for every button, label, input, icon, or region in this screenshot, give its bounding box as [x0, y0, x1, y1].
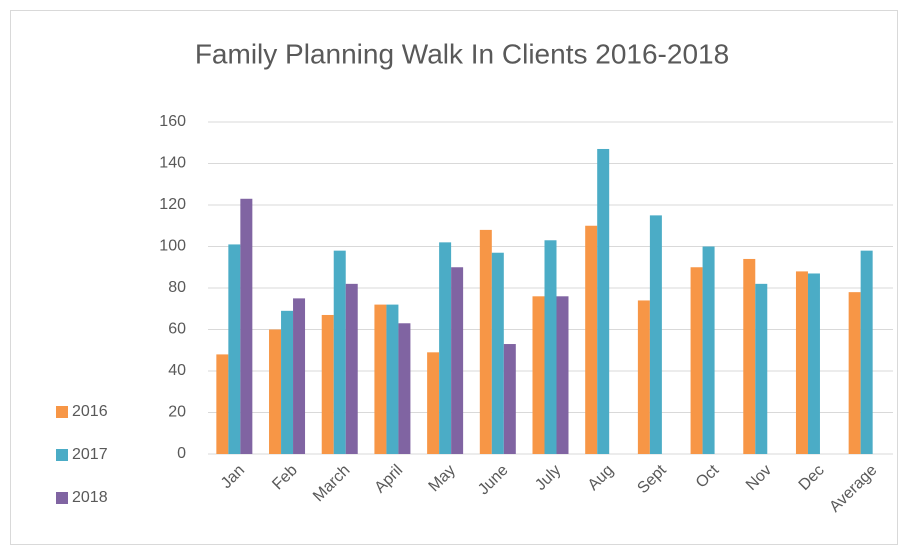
bar — [585, 225, 598, 454]
bar — [860, 250, 873, 454]
bar — [637, 300, 650, 454]
bar — [491, 252, 504, 454]
bar — [755, 283, 768, 454]
y-tick-label: 60 — [168, 321, 186, 338]
chart-title: Family Planning Walk In Clients 2016-201… — [195, 38, 729, 69]
bar — [451, 267, 464, 454]
legend-label: 2018 — [72, 489, 108, 506]
bar — [386, 304, 399, 454]
bar — [398, 323, 411, 454]
bar — [503, 344, 516, 454]
bar — [532, 296, 545, 454]
bar — [439, 242, 452, 454]
legend-label: 2016 — [72, 403, 108, 420]
bar — [649, 215, 662, 454]
bar — [795, 271, 808, 454]
y-tick-label: 100 — [159, 238, 186, 255]
bar — [807, 273, 820, 454]
bar — [240, 198, 253, 454]
y-tick-label: 0 — [177, 445, 186, 462]
bar — [848, 292, 861, 454]
legend-swatch — [56, 406, 68, 418]
y-tick-label: 80 — [168, 279, 186, 296]
bar — [597, 148, 610, 454]
y-tick-label: 120 — [159, 196, 186, 213]
bar — [374, 304, 387, 454]
bar — [702, 246, 715, 454]
bar — [321, 314, 334, 454]
bar — [281, 310, 294, 454]
bar — [479, 229, 492, 454]
bar — [293, 298, 306, 454]
legend-label: 2017 — [72, 446, 108, 463]
bar — [216, 354, 229, 454]
bar — [743, 258, 756, 454]
bar — [345, 283, 358, 454]
bar — [690, 267, 703, 454]
legend-swatch — [56, 492, 68, 504]
legend-swatch — [56, 449, 68, 461]
bar — [333, 250, 346, 454]
y-tick-label: 40 — [168, 362, 186, 379]
bar — [544, 240, 557, 454]
bar — [228, 244, 241, 454]
y-tick-label: 20 — [168, 404, 186, 421]
bar — [269, 329, 282, 454]
bar — [556, 296, 569, 454]
y-tick-label: 160 — [159, 113, 186, 130]
y-tick-label: 140 — [159, 155, 186, 172]
bar — [427, 352, 440, 454]
